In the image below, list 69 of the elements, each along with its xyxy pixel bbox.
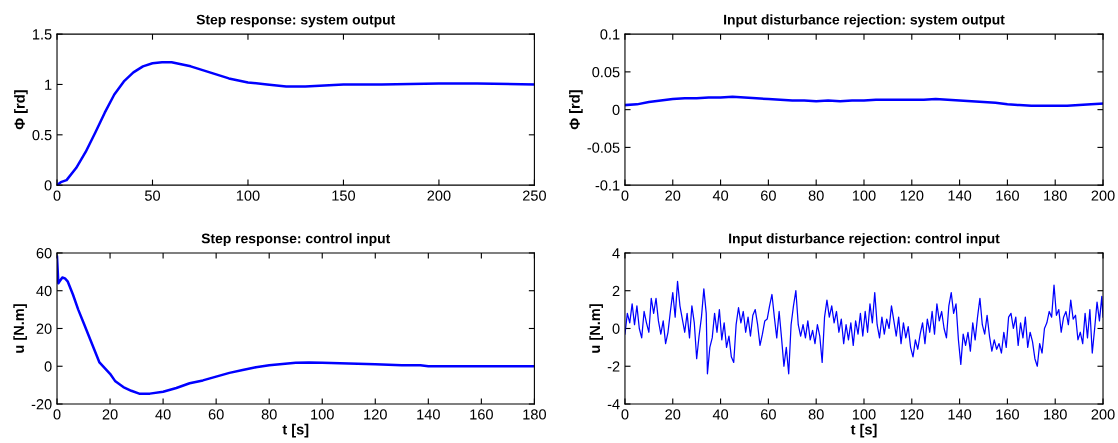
line-series [624, 280, 1104, 375]
x-tick-label: 40 [155, 409, 171, 420]
x-tick-label: 80 [808, 409, 824, 420]
x-tick-label: 120 [900, 409, 924, 420]
y-axis-title: Φ [rd] [569, 90, 583, 130]
y-tick-label: -0.05 [587, 142, 620, 153]
x-tick-label: 140 [948, 409, 972, 420]
x-tick-label: 60 [761, 190, 776, 201]
x-tick-label: 40 [712, 190, 729, 201]
x-tick-label: 150 [332, 190, 356, 201]
x-tick-label: 20 [665, 409, 681, 420]
y-tick-label: 1.5 [33, 29, 52, 40]
x-tick-label: 140 [948, 190, 972, 201]
x-tick-label: 180 [1044, 190, 1067, 201]
line-series [624, 95, 1104, 108]
y-tick-label: 20 [36, 323, 52, 334]
x-tick-label: 40 [712, 409, 729, 420]
y-tick-label: 4 [612, 248, 620, 259]
y-tick-label: 0.1 [600, 29, 620, 40]
x-tick-label: 0 [53, 190, 61, 201]
x-tick-label: 100 [236, 190, 260, 201]
x-tick-label: 0 [53, 409, 61, 420]
x-tick-label: 200 [1091, 190, 1115, 201]
x-tick-label: 140 [417, 409, 440, 420]
y-tick-label: -4 [607, 399, 620, 410]
x-tick-label: 200 [1091, 409, 1115, 420]
x-tick-label: 160 [996, 190, 1019, 201]
y-tick-label: 0.5 [32, 129, 52, 141]
y-axis-title: u [N.m] [589, 304, 603, 353]
y-tick-label: 0 [44, 361, 52, 372]
x-tick-label: 120 [900, 190, 924, 201]
x-tick-label: 20 [665, 190, 681, 201]
x-tick-label: 20 [102, 409, 118, 420]
y-tick-label: -0.1 [595, 180, 620, 191]
chart-title: Input disturbance rejection: system output [724, 14, 1005, 28]
y-tick-label: 60 [36, 248, 52, 259]
x-tick-label: 0 [621, 409, 629, 420]
y-tick-label: 40 [36, 285, 52, 297]
x-tick-label: 100 [852, 190, 876, 201]
x-tick-label: 180 [523, 409, 546, 420]
x-tick-label: 60 [761, 409, 776, 420]
chart-title: Step response: system output [196, 14, 396, 28]
y-tick-label: 0 [612, 323, 620, 334]
x-tick-label: 60 [208, 409, 224, 420]
x-tick-label: 50 [144, 190, 161, 201]
y-tick-label: 0 [44, 180, 52, 191]
x-tick-label: 180 [1044, 409, 1067, 420]
y-tick-label: 0.05 [592, 66, 620, 78]
x-tick-label: 100 [852, 409, 876, 420]
y-tick-label: -2 [607, 361, 620, 372]
x-tick-label: 200 [427, 190, 451, 201]
y-axis-title: u [N.m] [13, 304, 27, 353]
x-tick-label: 80 [261, 409, 277, 420]
x-tick-label: 160 [470, 409, 493, 420]
y-tick-label: -20 [31, 399, 52, 410]
x-tick-label: 160 [996, 409, 1019, 420]
y-tick-label: 2 [612, 285, 620, 296]
x-tick-label: 120 [364, 409, 387, 420]
y-axis-title: Φ [rd] [14, 90, 28, 130]
chart-title: Step response: control input [201, 233, 391, 247]
y-tick-label: 1 [45, 79, 52, 90]
chart-title: Input disturbance rejection: control input [729, 233, 1000, 247]
y-tick-label: 0 [612, 104, 620, 116]
x-axis-title: t [s] [282, 423, 309, 438]
x-tick-label: 0 [621, 190, 629, 201]
x-tick-label: 80 [808, 190, 824, 201]
x-axis-title: t [s] [850, 423, 877, 438]
x-tick-label: 250 [522, 190, 546, 201]
x-tick-label: 100 [311, 409, 334, 420]
